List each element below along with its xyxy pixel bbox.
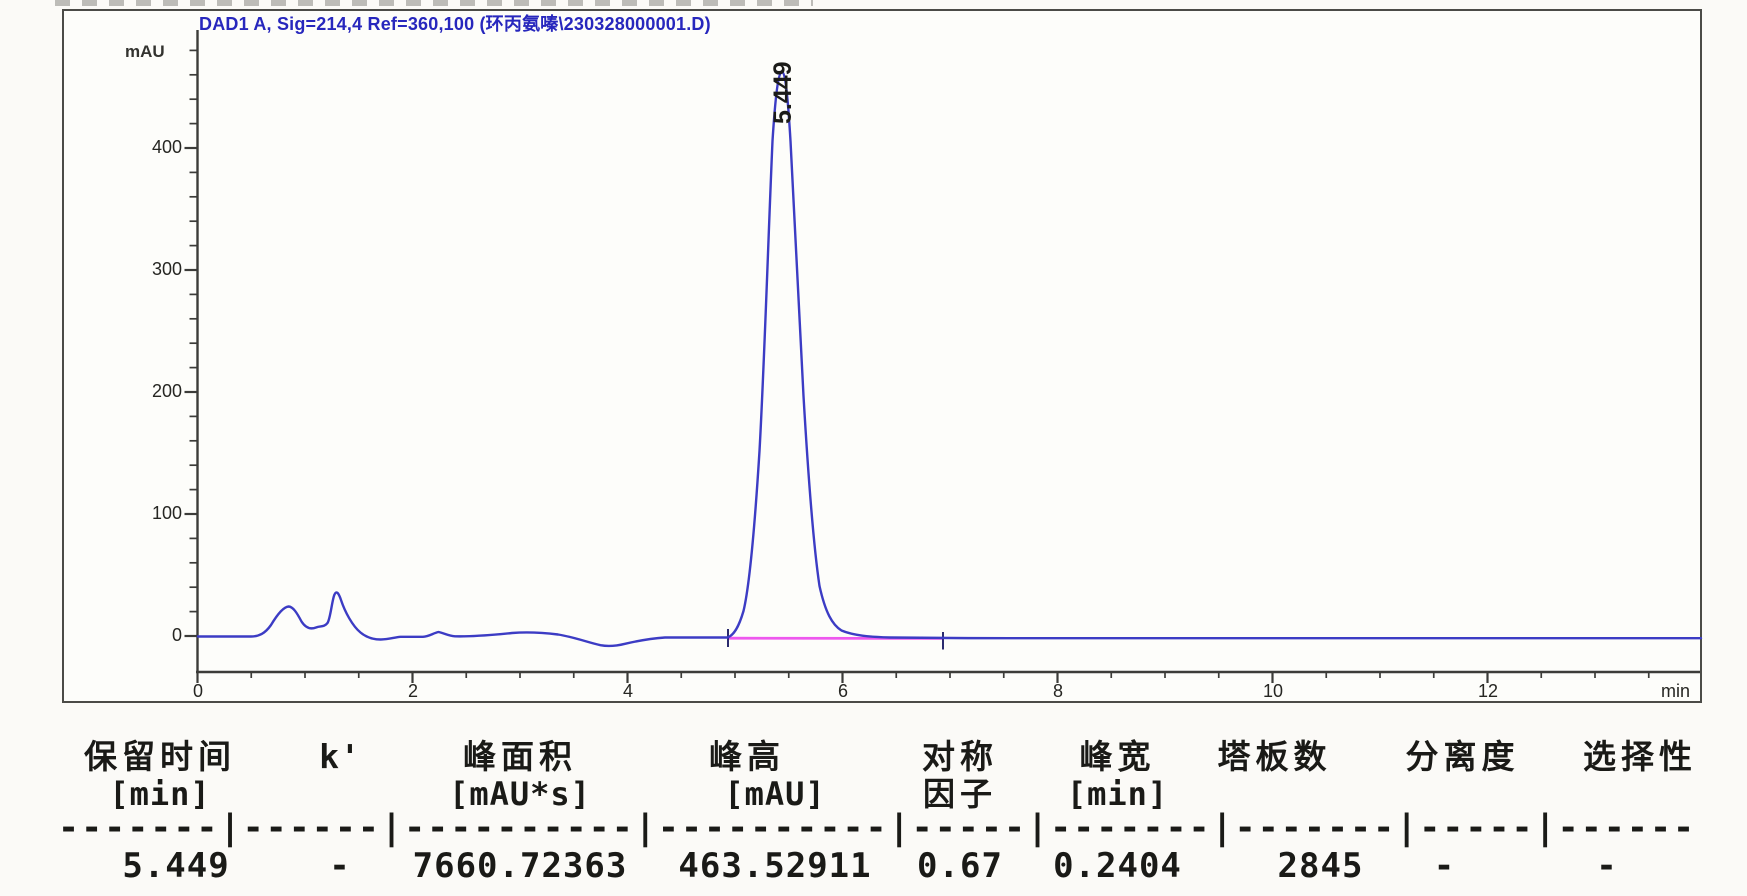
x-tick-label-4: 4 bbox=[622, 681, 633, 701]
col-retention-header: 保留时间 bbox=[84, 737, 236, 776]
col-area-units: [mAU*s] bbox=[449, 775, 591, 813]
y-tick-label-400: 400 bbox=[151, 137, 182, 157]
y-axis-unit-label: mAU bbox=[125, 42, 165, 61]
x-tick-label-6: 6 bbox=[837, 681, 848, 701]
chart-title: DAD1 A, Sig=214,4 Ref=360,100 (环丙氨嗪\2303… bbox=[199, 14, 711, 34]
col-area: 峰面积 [mAU*s] bbox=[405, 737, 635, 813]
col-retention-units: [min] bbox=[109, 775, 211, 813]
col-area-header: 峰面积 bbox=[463, 737, 577, 776]
cropped-text-fragment bbox=[55, 0, 813, 6]
col-width-units: [min] bbox=[1066, 775, 1169, 813]
x-tick-label-8: 8 bbox=[1052, 681, 1063, 701]
col-resolution-header: 分离度 bbox=[1405, 737, 1520, 776]
col-height-header: 峰高 bbox=[709, 737, 785, 776]
value-area: 7660.72363 bbox=[412, 846, 628, 886]
col-plates-header: 塔板数 bbox=[1217, 737, 1332, 776]
y-tick-label-200: 200 bbox=[151, 381, 182, 401]
x-tick-label-0: 0 bbox=[192, 681, 203, 701]
col-height-units: [mAU] bbox=[724, 775, 826, 813]
value-kprime: - bbox=[329, 846, 351, 886]
value-height: 463.52911 bbox=[678, 846, 872, 886]
x-tick-label-12: 12 bbox=[1477, 681, 1499, 701]
col-symmetry-header2: 因子 bbox=[922, 775, 997, 813]
col-kprime-header: k' bbox=[319, 737, 361, 776]
col-width: 峰宽 [min] bbox=[1035, 737, 1200, 813]
x-tick-label-2: 2 bbox=[407, 681, 418, 701]
value-selectivity: - bbox=[1596, 846, 1618, 886]
axis-ticks bbox=[184, 49, 1650, 683]
col-width-header: 峰宽 bbox=[1079, 737, 1156, 776]
col-selectivity: 选择性 bbox=[1552, 738, 1712, 776]
chart-frame bbox=[62, 9, 1702, 703]
col-plates: 塔板数 bbox=[1205, 738, 1380, 776]
y-tick-label-0: 0 bbox=[171, 625, 182, 645]
value-width: 0.2404 bbox=[1053, 846, 1182, 886]
col-symmetry: 对称 因子 bbox=[880, 737, 1040, 813]
col-height: 峰高 [mAU] bbox=[655, 738, 895, 813]
y-tick-label-300: 300 bbox=[151, 259, 182, 279]
col-kprime: k' bbox=[285, 738, 395, 776]
col-resolution: 分离度 bbox=[1380, 738, 1545, 776]
value-resolution: - bbox=[1433, 846, 1456, 886]
col-retention-time: 保留时间 [min] bbox=[60, 737, 260, 813]
value-plates: 2845 bbox=[1277, 846, 1364, 886]
x-tick-label-10: 10 bbox=[1262, 681, 1284, 701]
x-axis-unit-label: min bbox=[1660, 681, 1690, 701]
peak-retention-label: 5.449 bbox=[769, 61, 797, 124]
value-retention-time: 5.449 bbox=[122, 846, 230, 886]
y-tick-label-100: 100 bbox=[151, 503, 182, 523]
value-symmetry: 0.67 bbox=[917, 846, 1003, 886]
table-separator: -------|------|----------|----------|---… bbox=[58, 808, 1697, 848]
chromatogram-trace bbox=[196, 70, 1703, 648]
col-selectivity-header: 选择性 bbox=[1583, 737, 1697, 776]
col-symmetry-header: 对称 bbox=[922, 737, 998, 776]
